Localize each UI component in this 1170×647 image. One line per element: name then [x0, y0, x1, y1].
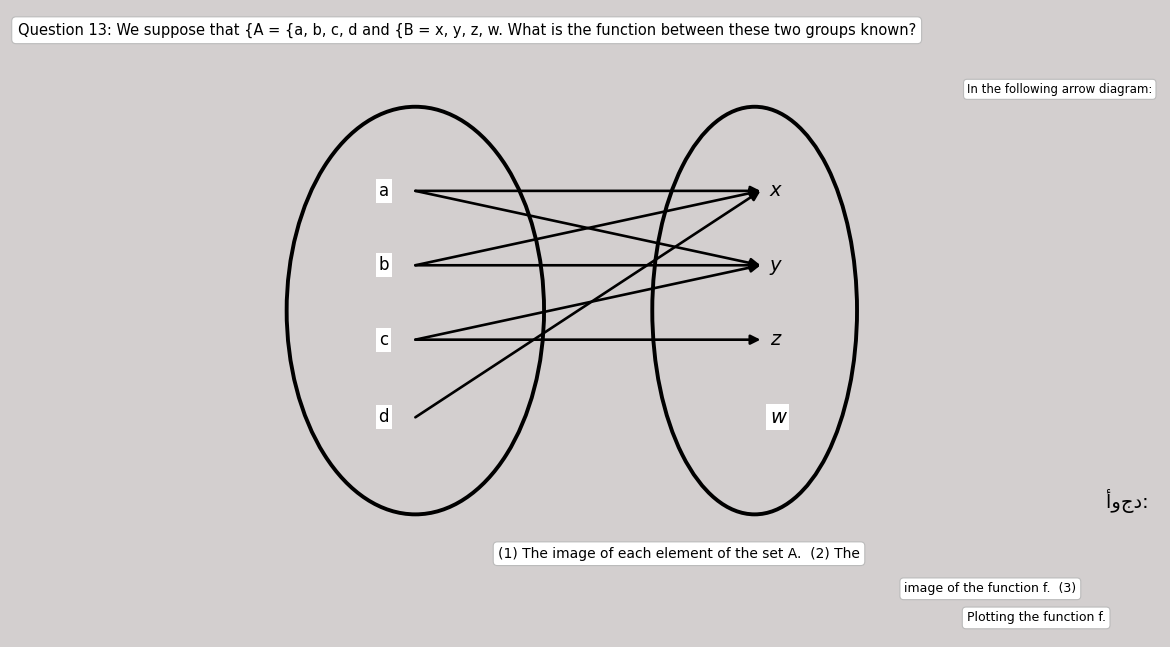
- Text: w: w: [770, 408, 786, 427]
- Text: أوجد:: أوجد:: [1107, 489, 1149, 514]
- Text: image of the function f.  (3): image of the function f. (3): [904, 582, 1076, 595]
- Text: Question 13: We suppose that {A = {a, b, c, d and {B = x, y, z, w. What is the f: Question 13: We suppose that {A = {a, b,…: [18, 23, 916, 38]
- Text: b: b: [379, 256, 388, 274]
- Text: Plotting the function f.: Plotting the function f.: [966, 611, 1106, 624]
- Text: x: x: [770, 181, 782, 201]
- Text: c: c: [379, 331, 388, 349]
- Text: z: z: [770, 330, 780, 349]
- Text: a: a: [379, 182, 388, 200]
- Text: (1) The image of each element of the set A.  (2) The: (1) The image of each element of the set…: [498, 547, 860, 561]
- Text: y: y: [770, 256, 782, 275]
- Text: In the following arrow diagram:: In the following arrow diagram:: [968, 83, 1152, 96]
- Text: d: d: [379, 408, 388, 426]
